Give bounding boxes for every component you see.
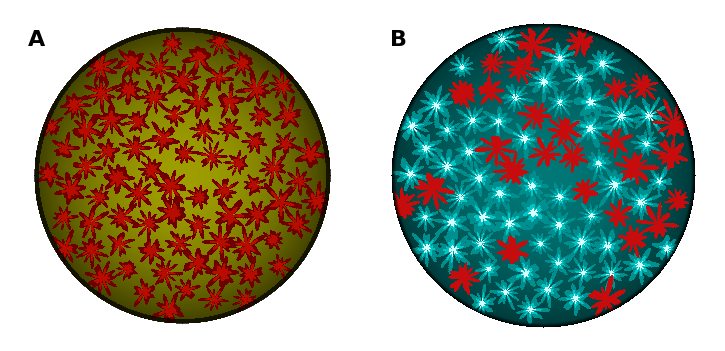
Text: B: B — [390, 30, 407, 50]
Text: A: A — [28, 30, 45, 50]
